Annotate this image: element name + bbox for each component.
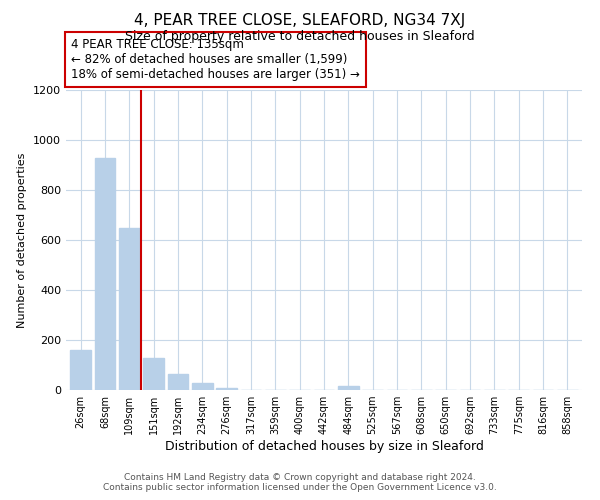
Text: 4 PEAR TREE CLOSE: 135sqm
← 82% of detached houses are smaller (1,599)
18% of se: 4 PEAR TREE CLOSE: 135sqm ← 82% of detac… <box>71 38 360 81</box>
Bar <box>119 228 140 390</box>
Bar <box>216 388 237 390</box>
Bar <box>167 374 188 390</box>
Bar <box>143 358 164 390</box>
Bar <box>338 386 359 390</box>
X-axis label: Distribution of detached houses by size in Sleaford: Distribution of detached houses by size … <box>164 440 484 453</box>
Text: 4, PEAR TREE CLOSE, SLEAFORD, NG34 7XJ: 4, PEAR TREE CLOSE, SLEAFORD, NG34 7XJ <box>134 12 466 28</box>
Bar <box>95 158 115 390</box>
Bar <box>192 383 212 390</box>
Bar <box>70 350 91 390</box>
Text: Contains HM Land Registry data © Crown copyright and database right 2024.
Contai: Contains HM Land Registry data © Crown c… <box>103 473 497 492</box>
Text: Size of property relative to detached houses in Sleaford: Size of property relative to detached ho… <box>125 30 475 43</box>
Y-axis label: Number of detached properties: Number of detached properties <box>17 152 28 328</box>
